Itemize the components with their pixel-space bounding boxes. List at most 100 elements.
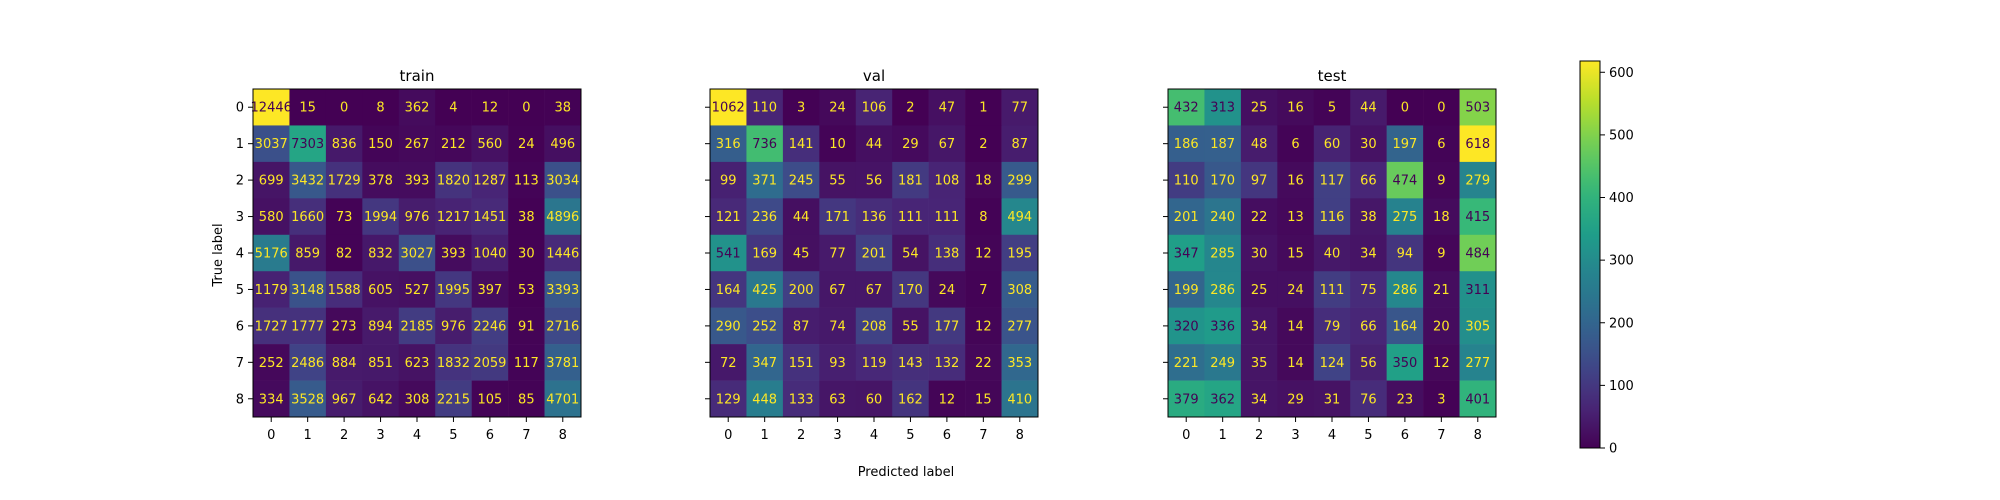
cell-value: 48: [1251, 137, 1268, 152]
cell-value: 150: [368, 137, 393, 152]
heatmap-cell: [508, 380, 545, 418]
cell-value: 1820: [437, 174, 470, 189]
cell-value: 6: [1437, 137, 1445, 152]
heatmap-cell: [965, 198, 1002, 236]
heatmap-cell: [1313, 271, 1351, 308]
heatmap-cell: [1001, 125, 1039, 163]
cell-value: 200: [789, 283, 814, 298]
cell-value: 378: [368, 174, 393, 189]
cell-value: 5176: [255, 247, 288, 262]
heatmap-cell: [435, 198, 472, 236]
cell-value: 16: [1287, 101, 1304, 116]
heatmap-cell: [1240, 198, 1278, 236]
heatmap-cell: [289, 271, 327, 308]
cell-value: 410: [1007, 392, 1032, 407]
cell-value: 170: [1210, 174, 1235, 189]
heatmap-cell: [1386, 380, 1424, 418]
cell-value: 362: [1210, 392, 1235, 407]
cell-value: 170: [898, 283, 923, 298]
heatmap-cell: [471, 198, 509, 236]
heatmap-cell: [253, 380, 290, 418]
heatmap-cell: [782, 271, 820, 308]
heatmap-cell: [253, 198, 290, 236]
cell-value: 1727: [255, 319, 288, 334]
heatmap-cell: [362, 161, 400, 199]
cell-value: 79: [1324, 319, 1341, 334]
cell-value: 12: [975, 247, 992, 262]
colorbar-tick-label: 400: [1609, 191, 1634, 206]
heatmap-cell: [1350, 161, 1387, 199]
y-tick-label: 6: [236, 319, 244, 334]
cell-value: 22: [975, 356, 992, 371]
heatmap-cell: [1001, 380, 1039, 418]
cell-value: 15: [975, 392, 992, 407]
heatmap-cell: [1204, 271, 1242, 308]
cell-value: 24: [1287, 283, 1304, 298]
heatmap-cell: [1277, 125, 1315, 163]
cell-value: 290: [716, 319, 741, 334]
x-tick-label: 2: [797, 428, 805, 443]
cell-value: 77: [1012, 101, 1029, 116]
cell-value: 1040: [473, 247, 506, 262]
heatmap-cell: [362, 380, 400, 418]
y-tick-label: 4: [236, 247, 244, 262]
cell-value: 129: [716, 392, 741, 407]
cell-value: 75: [1360, 283, 1377, 298]
cell-value: 121: [716, 210, 741, 225]
cell-value: 273: [332, 319, 357, 334]
heatmap-cell: [508, 234, 545, 272]
cell-value: 66: [1360, 319, 1377, 334]
cell-value: 1217: [437, 210, 470, 225]
cell-value: 14: [1287, 356, 1304, 371]
heatmap-cell: [398, 380, 436, 418]
cell-value: 308: [1007, 283, 1032, 298]
cell-value: 113: [514, 174, 539, 189]
heatmap-cell: [1386, 307, 1424, 345]
heatmap-cell: [1204, 89, 1242, 126]
cell-value: 151: [789, 356, 814, 371]
cell-value: 111: [898, 210, 923, 225]
cell-value: 212: [441, 137, 466, 152]
y-tick-label: 7: [236, 356, 244, 371]
cell-value: 55: [902, 319, 919, 334]
heatmap-cell: [1459, 271, 1497, 308]
heatmap-cell: [1240, 271, 1278, 308]
heatmap-cell: [253, 125, 290, 163]
heatmap-cell: [1423, 344, 1460, 381]
heatmap-cell: [1423, 198, 1460, 236]
heatmap-cell: [1313, 380, 1351, 418]
cell-value: 25: [1251, 283, 1268, 298]
cell-value: 110: [1174, 174, 1199, 189]
heatmap-cell: [471, 380, 509, 418]
heatmap-cell: [1001, 198, 1039, 236]
heatmap-cell: [398, 271, 436, 308]
heatmap-cell: [965, 89, 1002, 126]
cell-value: 316: [716, 137, 741, 152]
cell-value: 425: [752, 283, 777, 298]
heatmap-cell: [782, 344, 820, 381]
cell-value: 279: [1465, 174, 1490, 189]
heatmap-cell: [710, 234, 747, 272]
cell-value: 47: [939, 101, 956, 116]
heatmap-cell: [855, 271, 893, 308]
x-tick-label: 5: [906, 428, 914, 443]
x-tick-label: 4: [870, 428, 878, 443]
heatmap-cell: [1204, 234, 1242, 272]
cell-value: 35: [1251, 356, 1268, 371]
heatmap-cell: [782, 125, 820, 163]
heatmap-cell: [1204, 198, 1242, 236]
cell-value: 21: [1433, 283, 1450, 298]
cell-value: 85: [518, 392, 535, 407]
heatmap-cell: [1277, 89, 1315, 126]
cell-value: 63: [829, 392, 846, 407]
cell-value: 201: [1174, 210, 1199, 225]
heatmap-cell: [435, 125, 472, 163]
heatmap-cell: [710, 380, 747, 418]
cell-value: 15: [299, 101, 316, 116]
heatmap-cell: [253, 307, 290, 345]
cell-value: 0: [1437, 101, 1445, 116]
cell-value: 894: [368, 319, 393, 334]
cell-value: 31: [1324, 392, 1341, 407]
heatmap-cell: [1001, 161, 1039, 199]
y-axis-label: True label: [211, 223, 226, 287]
